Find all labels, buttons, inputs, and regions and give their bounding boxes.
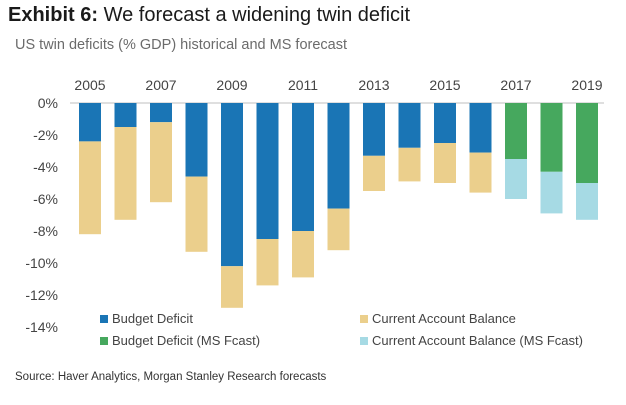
bar-budget-deficit-2008 — [185, 103, 208, 177]
bar-current-account-balance-2009 — [221, 266, 243, 308]
bar-budget-deficit-2005 — [79, 103, 101, 142]
bar-current-account-balance-ms-fcast-2017 — [505, 159, 527, 199]
x-tick-label: 2017 — [500, 77, 531, 93]
x-tick-label: 2007 — [145, 77, 176, 93]
bar-current-account-balance-2015 — [434, 143, 456, 183]
exhibit-number: Exhibit 6: — [8, 4, 99, 26]
exhibit-heading: We forecast a widening twin deficit — [103, 4, 411, 26]
legend-label: Budget Deficit (MS Fcast) — [112, 333, 260, 348]
bar-budget-deficit-ms-fcast-2019 — [576, 103, 598, 183]
bar-budget-deficit-2006 — [114, 103, 137, 127]
bar-current-account-balance-2007 — [150, 122, 172, 203]
y-tick-label: -4% — [33, 159, 58, 175]
x-tick-label: 2011 — [288, 77, 318, 93]
legend-swatch — [360, 315, 368, 323]
bar-budget-deficit-ms-fcast-2017 — [505, 103, 527, 159]
bar-budget-deficit-ms-fcast-2018 — [540, 103, 563, 172]
bar-current-account-balance-2006 — [114, 127, 137, 220]
bar-current-account-balance-2005 — [79, 141, 101, 235]
bar-current-account-balance-2010 — [256, 239, 279, 286]
legend-label: Budget Deficit — [112, 311, 193, 326]
bar-budget-deficit-2014 — [398, 103, 421, 148]
legend-label: Current Account Balance (MS Fcast) — [372, 333, 583, 348]
legend-swatch — [360, 337, 368, 345]
bar-budget-deficit-2009 — [221, 103, 243, 267]
bar-current-account-balance-ms-fcast-2018 — [540, 171, 563, 214]
bar-budget-deficit-2012 — [327, 103, 350, 209]
bar-current-account-balance-2011 — [292, 231, 314, 278]
y-tick-label: -12% — [25, 287, 58, 303]
x-tick-label: 2019 — [571, 77, 602, 93]
bar-budget-deficit-2015 — [434, 103, 456, 143]
twin-deficit-chart: 0% -2% -4% -6% -8% -10% -12% -14% 2005 2007 2009 20… — [25, 77, 604, 348]
bar-budget-deficit-2011 — [292, 103, 314, 231]
bar-current-account-balance-ms-fcast-2019 — [576, 183, 598, 220]
bar-current-account-balance-2013 — [363, 155, 385, 191]
bar-budget-deficit-2016 — [469, 103, 492, 153]
y-tick-label: -2% — [33, 127, 58, 143]
bar-current-account-balance-2016 — [469, 152, 492, 193]
bar-current-account-balance-2012 — [327, 208, 350, 251]
bar-budget-deficit-2013 — [363, 103, 385, 156]
source-note: Source: Haver Analytics, Morgan Stanley … — [15, 371, 327, 383]
y-tick-label: -6% — [33, 191, 58, 207]
exhibit-title: Exhibit 6: We forecast a widening twin d… — [8, 4, 410, 27]
bar-current-account-balance-2014 — [398, 147, 421, 182]
x-tick-label: 2013 — [358, 77, 389, 93]
legend-swatch — [100, 337, 108, 345]
bar-budget-deficit-2010 — [256, 103, 279, 239]
bar-budget-deficit-2007 — [150, 103, 172, 123]
x-tick-label: 2009 — [216, 77, 247, 93]
legend-label: Current Account Balance — [372, 311, 516, 326]
legend-swatch — [100, 315, 108, 323]
bar-current-account-balance-2008 — [185, 176, 208, 252]
y-tick-label: -10% — [25, 255, 58, 271]
y-tick-label: -14% — [25, 319, 58, 335]
x-tick-label: 2015 — [429, 77, 460, 93]
y-tick-label: 0% — [38, 95, 58, 111]
chart-subtitle: US twin deficits (% GDP) historical and … — [15, 37, 347, 53]
y-tick-label: -8% — [33, 223, 58, 239]
x-tick-label: 2005 — [74, 77, 105, 93]
